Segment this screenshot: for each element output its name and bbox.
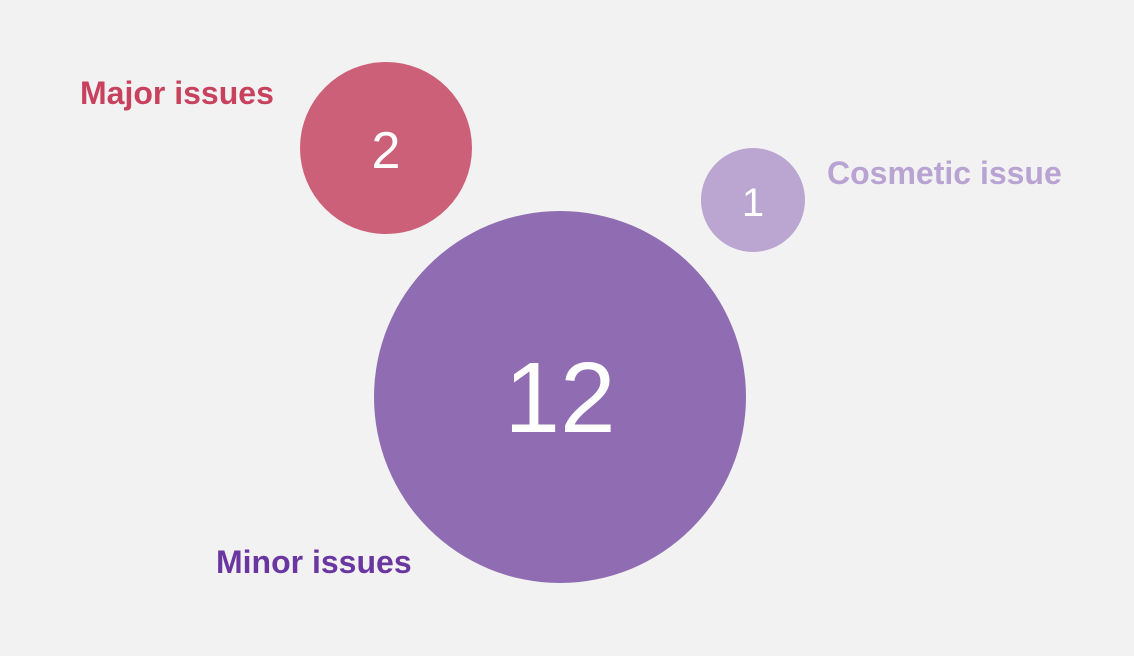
bubble-value-major: 2 [372,122,401,180]
bubble-minor: 12 Minor issues [216,211,746,583]
bubble-cosmetic: 1 Cosmetic issue [701,148,1062,252]
bubble-circle-minor [374,211,746,583]
bubble-label-major: Major issues [80,75,274,111]
bubble-label-minor: Minor issues [216,544,412,580]
bubble-circle-major [300,62,472,234]
bubble-value-minor: 12 [504,342,615,454]
bubble-value-cosmetic: 1 [742,181,764,225]
bubble-label-cosmetic: Cosmetic issue [827,155,1062,191]
bubble-major: 2 Major issues [80,62,472,234]
bubble-circle-cosmetic [701,148,805,252]
